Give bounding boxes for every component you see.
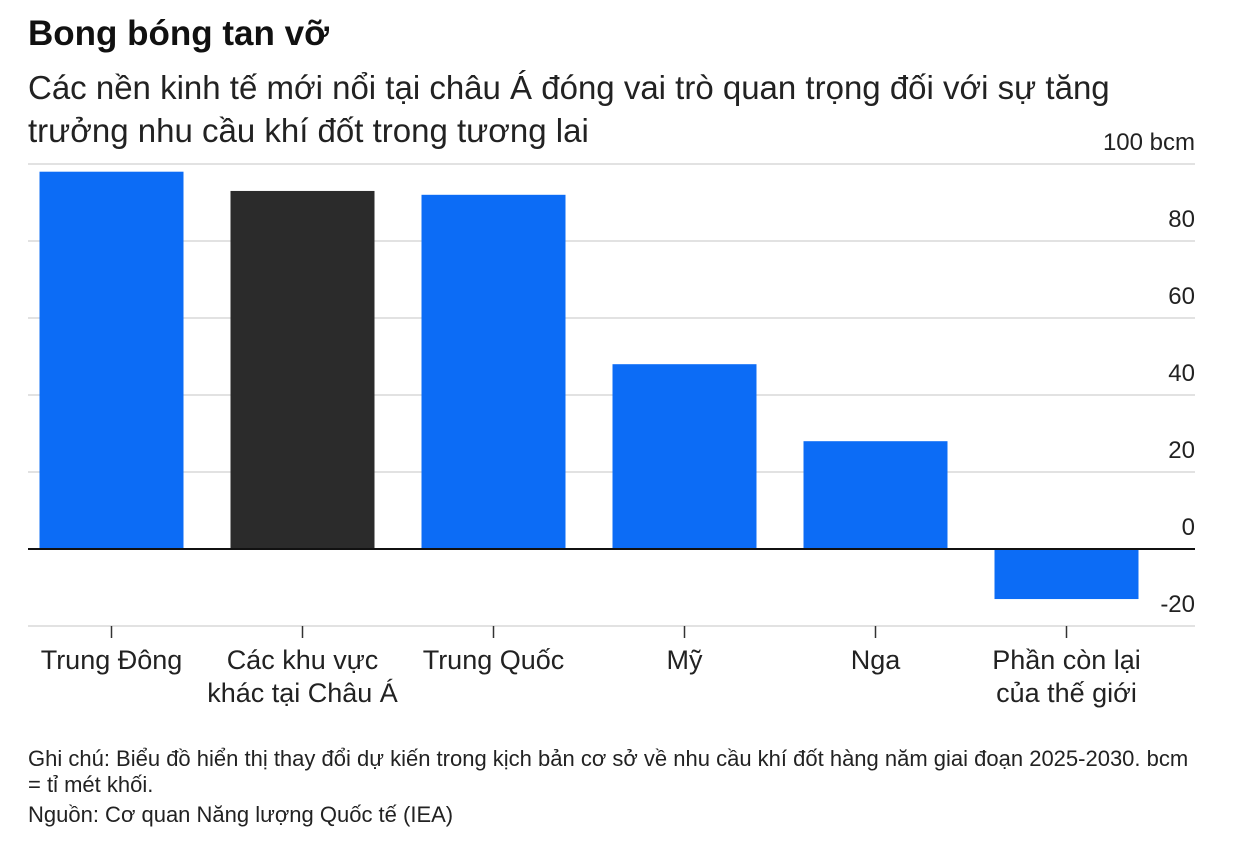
- y-tick-label: 0: [1182, 514, 1195, 541]
- chart-title: Bong bóng tan vỡ: [28, 14, 329, 53]
- x-tick-label: Các khu vực khác tại Châu Á: [207, 645, 398, 708]
- note: Ghi chú: Biểu đồ hiển thị thay đổi dự ki…: [28, 746, 1189, 797]
- bar: [803, 441, 948, 549]
- y-tick-label: 80: [1168, 206, 1195, 233]
- y-tick-label: 100 bcm: [1103, 129, 1195, 156]
- bar: [994, 549, 1139, 600]
- y-tick-label: 40: [1168, 360, 1195, 387]
- x-tick-label: Trung Quốc: [422, 645, 565, 675]
- bar: [612, 364, 757, 549]
- bar: [230, 190, 375, 549]
- bar: [421, 194, 566, 550]
- y-tick-label: -20: [1160, 591, 1195, 618]
- x-tick-label: Mỹ: [666, 645, 703, 675]
- y-tick-label: 20: [1168, 437, 1195, 464]
- y-tick-label: 60: [1168, 283, 1195, 310]
- x-tick-label: Nga: [850, 645, 901, 675]
- bar: [39, 171, 184, 549]
- x-tick-label: Phần còn lại của thế giới: [992, 645, 1141, 708]
- source: Nguồn: Cơ quan Năng lượng Quốc tế (IEA): [28, 802, 454, 827]
- chart-subtitle: Các nền kinh tế mới nổi tại châu Á đóng …: [28, 69, 1110, 149]
- x-tick-label: Trung Đông: [40, 645, 183, 675]
